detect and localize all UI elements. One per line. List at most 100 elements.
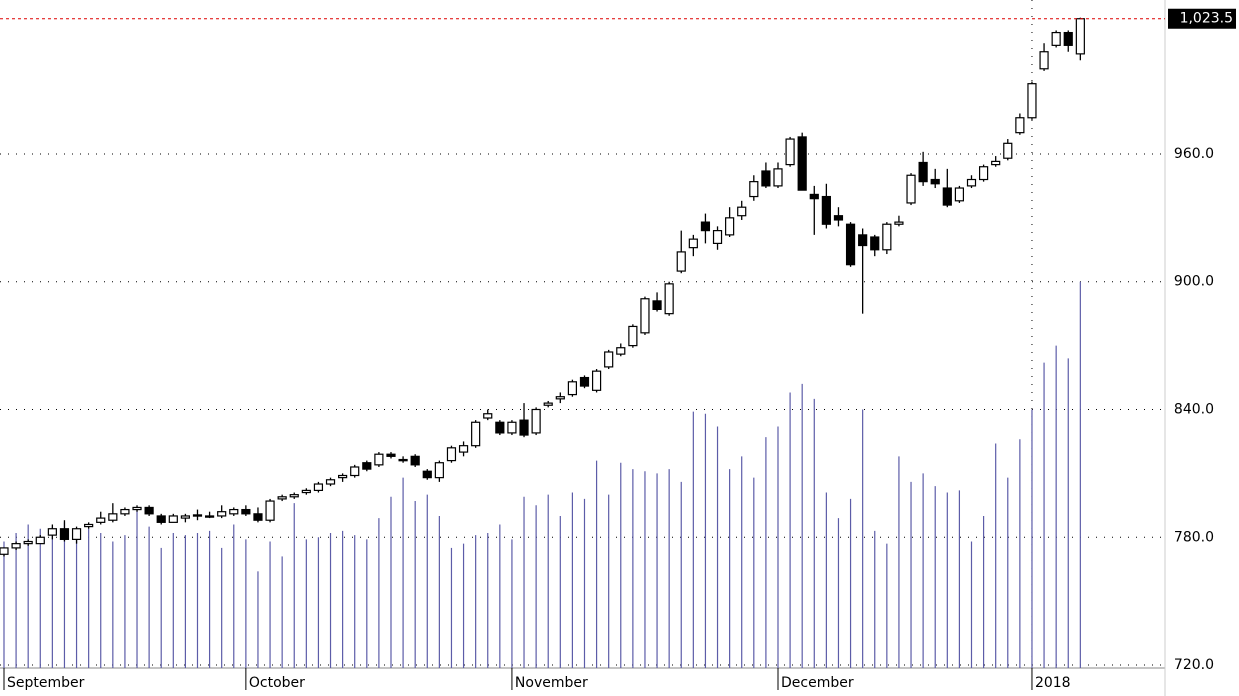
- candle-body: [217, 511, 227, 517]
- candle-body: [180, 515, 190, 519]
- candle-body: [313, 483, 324, 492]
- candle-body: [966, 178, 977, 187]
- candle-body: [325, 479, 336, 485]
- last-price-box: [1168, 8, 1236, 29]
- candle-body: [229, 508, 239, 515]
- candle-body: [0, 547, 9, 555]
- x-tick-label: November: [515, 675, 588, 691]
- candle-body: [362, 462, 372, 470]
- candle-body: [809, 193, 819, 200]
- candle-body: [350, 466, 360, 477]
- x-tick-label: December: [781, 675, 854, 691]
- candle-body: [797, 136, 807, 191]
- candle-body: [942, 187, 952, 206]
- candle-body: [386, 453, 396, 457]
- candle-body: [434, 462, 444, 479]
- candle-body: [398, 458, 408, 462]
- candle-body: [712, 230, 723, 244]
- candle-body: [507, 421, 517, 434]
- candle-body: [531, 408, 541, 434]
- candle-body: [96, 517, 106, 523]
- candle-body: [821, 195, 831, 225]
- candle-body: [749, 181, 759, 198]
- candle-body: [833, 215, 844, 221]
- x-tick-label: October: [249, 675, 305, 691]
- candle-body: [446, 447, 457, 462]
- candle-body: [616, 347, 626, 355]
- candle-body: [652, 300, 662, 311]
- candle-body: [132, 506, 142, 511]
- candle-body: [700, 221, 711, 232]
- candle-body: [168, 515, 178, 523]
- candle-body: [628, 325, 638, 347]
- candle-body: [954, 187, 965, 202]
- y-tick-label: 780.0: [1174, 529, 1214, 545]
- candle-body: [241, 508, 251, 515]
- candle-body: [289, 494, 299, 498]
- candle-body: [156, 515, 166, 523]
- candle-body: [1051, 31, 1061, 46]
- candle-body: [845, 223, 856, 266]
- candle-body: [543, 402, 553, 406]
- candle-body: [192, 514, 203, 517]
- candle-body: [410, 455, 420, 466]
- candle-body: [519, 419, 529, 436]
- candle-body: [882, 223, 892, 251]
- candle-body: [918, 161, 928, 183]
- candle-body: [23, 540, 33, 545]
- y-tick-label: 900.0: [1174, 274, 1214, 290]
- candle-body: [47, 528, 57, 536]
- candle-body: [1075, 18, 1085, 55]
- candle-body: [277, 496, 287, 500]
- candle-body: [458, 445, 469, 453]
- candle-body: [664, 283, 674, 315]
- candle-body: [773, 168, 783, 187]
- candle-body: [11, 543, 21, 549]
- candle-body: [785, 138, 795, 166]
- candle-body: [555, 396, 565, 400]
- candle-body: [579, 376, 590, 387]
- candle-body: [991, 160, 1001, 166]
- candle-body: [483, 413, 493, 419]
- candle-body: [894, 221, 904, 225]
- candle-body: [1039, 51, 1049, 70]
- candle-body: [567, 381, 578, 396]
- candle-body: [930, 178, 940, 185]
- candle-body: [1027, 83, 1037, 119]
- candle-body: [1003, 142, 1013, 159]
- candle-body: [144, 506, 154, 515]
- candle-body: [761, 170, 771, 187]
- candle-body: [71, 528, 82, 540]
- candle-body: [688, 238, 698, 249]
- candle-body: [725, 217, 735, 236]
- candle-body: [265, 500, 275, 521]
- candle-body: [120, 508, 130, 515]
- candle-body: [1015, 117, 1025, 134]
- x-tick-label: 2018: [1035, 675, 1071, 691]
- candle-body: [870, 236, 880, 251]
- candle-body: [374, 453, 384, 466]
- candle-body: [906, 174, 916, 204]
- candle-body: [422, 470, 432, 479]
- candle-body: [858, 234, 868, 247]
- candle-body: [591, 370, 602, 391]
- candle-body: [108, 513, 118, 521]
- x-tick-label: September: [7, 675, 85, 691]
- candle-body: [1063, 31, 1073, 46]
- candle-body: [604, 351, 614, 368]
- candle-body: [253, 513, 263, 521]
- candle-body: [204, 515, 215, 518]
- candle-body: [676, 251, 686, 272]
- candle-body: [495, 421, 505, 434]
- candle-body: [301, 489, 311, 494]
- y-tick-label: 960.0: [1174, 146, 1214, 162]
- last-price-label: 1,023.5: [1180, 11, 1233, 27]
- y-tick-label: 840.0: [1174, 401, 1214, 417]
- candle-body: [640, 298, 650, 334]
- candle-body: [59, 528, 70, 540]
- candle-body: [84, 523, 94, 528]
- candle-body: [35, 536, 45, 545]
- candle-body: [471, 421, 481, 447]
